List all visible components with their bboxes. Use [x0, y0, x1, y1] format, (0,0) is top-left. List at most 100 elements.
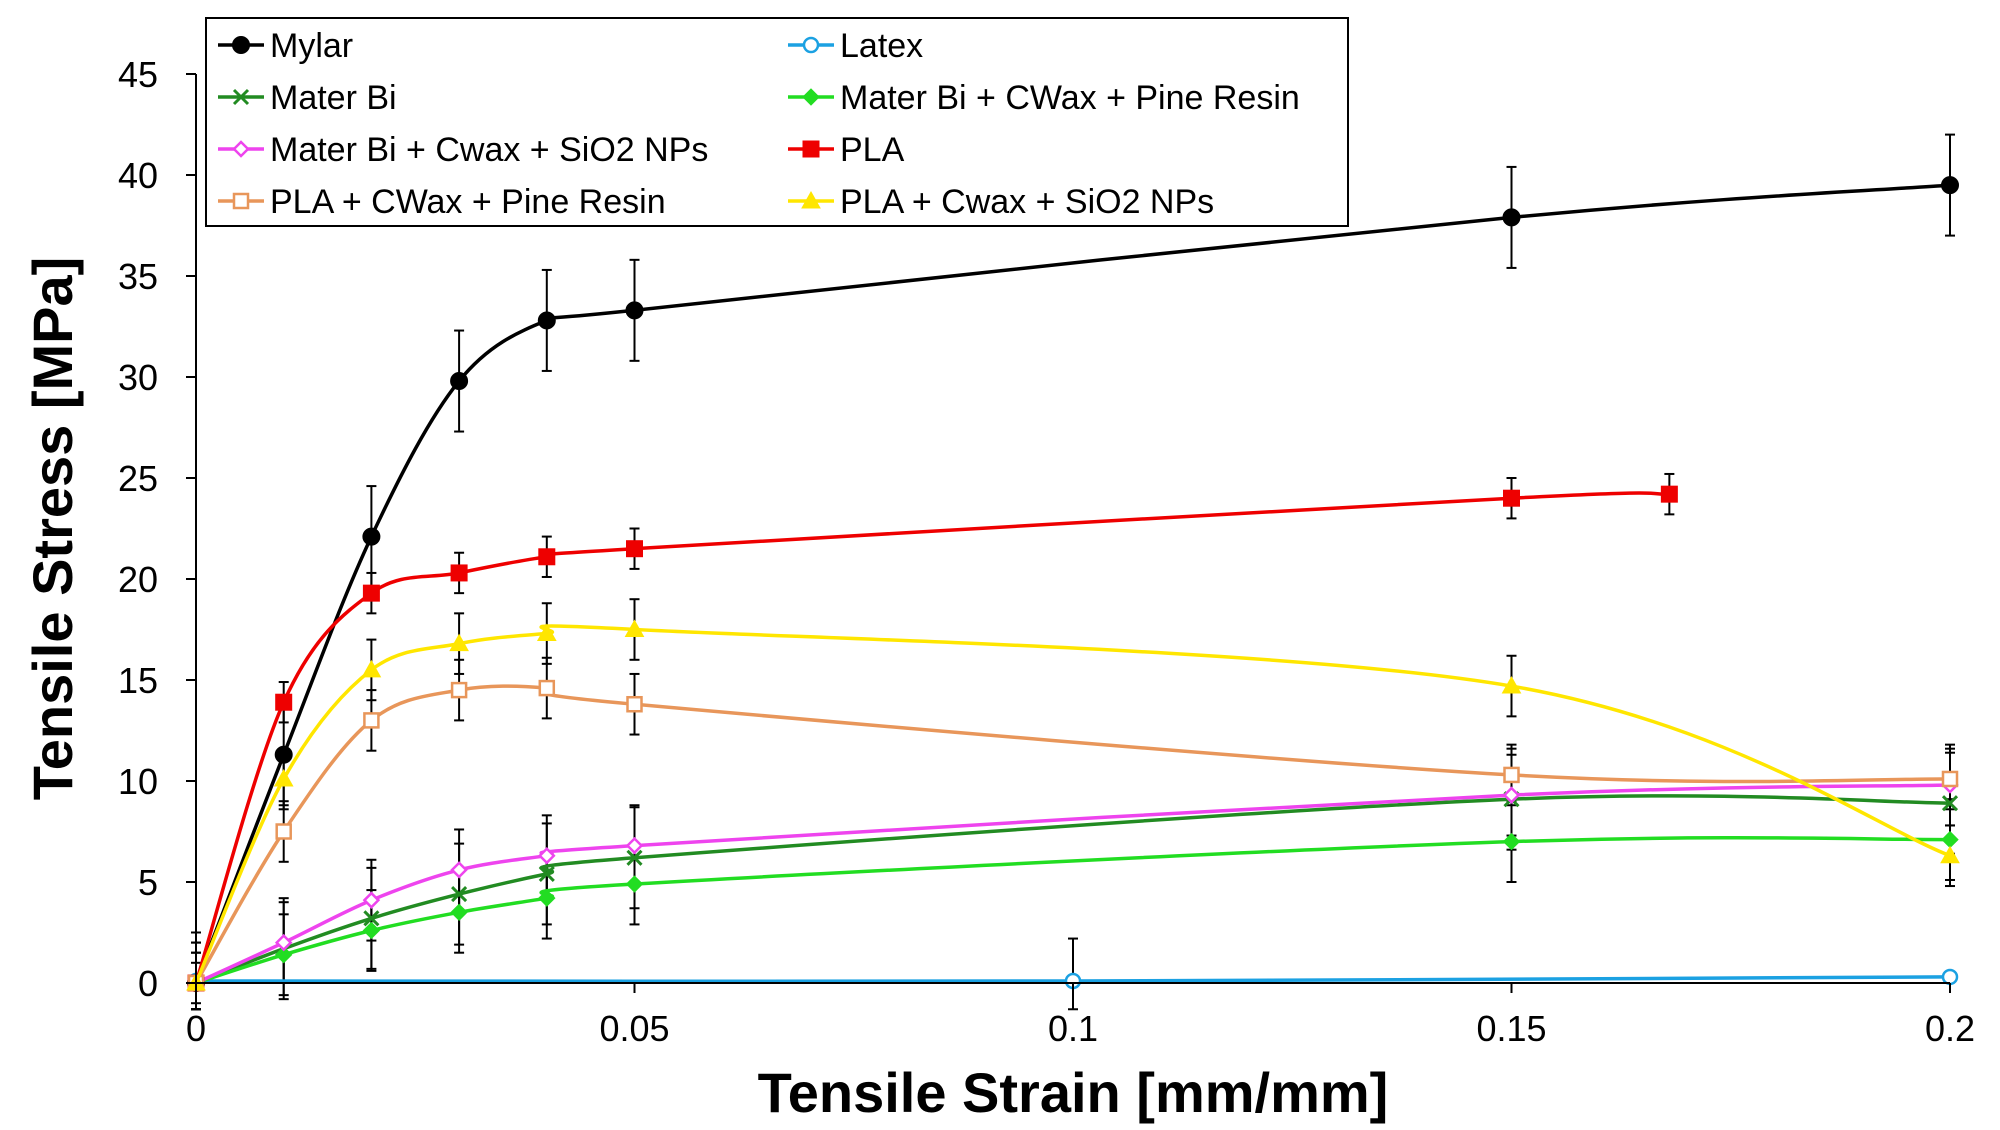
data-point — [1502, 208, 1521, 227]
data-point — [625, 875, 644, 893]
series-line — [195, 794, 1951, 985]
data-point — [274, 933, 293, 952]
data-point — [1940, 845, 1960, 864]
data-point — [362, 527, 381, 546]
data-point — [1660, 485, 1678, 503]
series-line — [194, 624, 1951, 984]
legend-label: PLA — [840, 131, 905, 169]
legend-marker — [232, 192, 250, 210]
data-point — [362, 891, 381, 909]
legend-entry-mater-bi-cwax-pine-resin: Mater Bi + CWax + Pine Resin — [788, 79, 1300, 117]
data-point — [274, 745, 293, 764]
legend-label: PLA + CWax + Pine Resin — [270, 183, 666, 221]
legend-label: Mater Bi + Cwax + SiO2 NPs — [270, 131, 708, 169]
legend-marker — [802, 88, 820, 106]
y-axis-title: Tensile Stress [MPa] — [21, 257, 84, 801]
data-point — [1941, 176, 1959, 195]
data-point — [626, 695, 643, 713]
legend-label: PLA + Cwax + SiO2 NPs — [840, 183, 1214, 221]
data-point — [1941, 770, 1959, 788]
data-point — [450, 681, 468, 699]
series-pla-cwax-sio2-nps — [186, 619, 1960, 991]
plot-area — [186, 133, 1960, 1011]
data-point — [1941, 968, 1959, 986]
y-tick-label: 15 — [118, 660, 158, 701]
y-tick-label: 35 — [118, 256, 158, 297]
x-tick-label: 0 — [186, 1008, 206, 1049]
legend-marker — [232, 140, 250, 158]
data-point — [273, 768, 294, 787]
data-point — [538, 865, 555, 882]
legend-marker — [802, 36, 820, 54]
x-tick-label: 0.05 — [599, 1008, 669, 1049]
y-tick-label: 30 — [118, 357, 158, 398]
data-point — [1941, 795, 1959, 812]
data-point — [538, 679, 556, 697]
data-point — [450, 903, 468, 922]
legend-marker — [232, 88, 250, 106]
data-point — [1502, 832, 1521, 851]
legend-marker — [801, 190, 821, 209]
data-point — [274, 946, 293, 964]
legend-label: Latex — [840, 27, 923, 65]
legend-label: Mylar — [270, 27, 353, 65]
data-point — [363, 910, 380, 927]
data-point — [450, 372, 469, 391]
y-tick-label: 40 — [118, 155, 158, 196]
data-point — [624, 619, 645, 637]
axes: 0 0.05 0.1 0.15 0.2 0 5 10 15 20 25 30 35 40 45 Tensi… — [21, 54, 1975, 1124]
x-axis-title: Tensile Strain [mm/mm] — [758, 1061, 1389, 1124]
data-point — [275, 823, 292, 840]
data-point — [538, 548, 556, 566]
data-point — [538, 889, 556, 907]
data-point — [536, 623, 557, 642]
y-tick-label: 25 — [118, 458, 158, 499]
error-bars-pla — [191, 472, 1675, 1005]
y-tick-label: 45 — [118, 54, 158, 95]
legend-entry-latex: Latex — [788, 27, 923, 65]
data-point — [625, 836, 644, 855]
data-point — [1941, 830, 1959, 849]
legend-entry-pla-cwax-pine-resin: PLA + CWax + Pine Resin — [218, 183, 666, 221]
data-point — [538, 846, 556, 865]
data-point — [362, 921, 381, 940]
y-tick-label: 10 — [118, 761, 158, 802]
x-tick-label: 0.1 — [1048, 1008, 1098, 1049]
series-line — [194, 491, 1670, 984]
legend-label: Mater Bi + CWax + Pine Resin — [840, 79, 1300, 117]
legend-marker — [802, 140, 820, 158]
legend-entry-mater-bi: Mater Bi — [218, 79, 397, 117]
data-point — [1503, 489, 1520, 507]
data-point — [450, 564, 468, 582]
data-point — [625, 301, 644, 320]
data-point — [451, 886, 468, 903]
data-point — [626, 849, 643, 866]
data-point — [537, 311, 556, 330]
data-point — [275, 693, 293, 711]
data-point — [626, 540, 643, 558]
x-tick-label: 0.2 — [1925, 1008, 1975, 1049]
legend-entry-mylar: Mylar — [218, 27, 353, 65]
data-point — [362, 584, 380, 602]
data-point — [1501, 676, 1522, 694]
data-point — [450, 861, 468, 879]
data-point — [1502, 786, 1521, 804]
legend-label: Mater Bi — [270, 79, 397, 117]
data-point — [1503, 766, 1520, 784]
data-point — [449, 633, 469, 652]
series-line — [195, 836, 1951, 985]
legend-box — [205, 17, 1349, 227]
x-tick-label: 0.15 — [1476, 1008, 1546, 1049]
legend-entry-mater-bi-cwax-sio2-nps: Mater Bi + Cwax + SiO2 NPs — [218, 131, 708, 169]
y-tick-label: 20 — [118, 559, 158, 600]
data-point — [361, 659, 382, 678]
legend-entry-pla-cwax-sio2-nps: PLA + Cwax + SiO2 NPs — [788, 183, 1214, 221]
series-mylar — [187, 176, 1959, 992]
y-ticks: 0 5 10 15 20 25 30 35 40 45 — [118, 54, 196, 1004]
legend-marker — [232, 36, 250, 54]
series-pla — [187, 485, 1678, 992]
legend: Mylar Latex Mater Bi Mater Bi + CWax + Pine… — [205, 17, 1349, 227]
x-ticks: 0 0.05 0.1 0.15 0.2 — [186, 983, 1975, 1049]
